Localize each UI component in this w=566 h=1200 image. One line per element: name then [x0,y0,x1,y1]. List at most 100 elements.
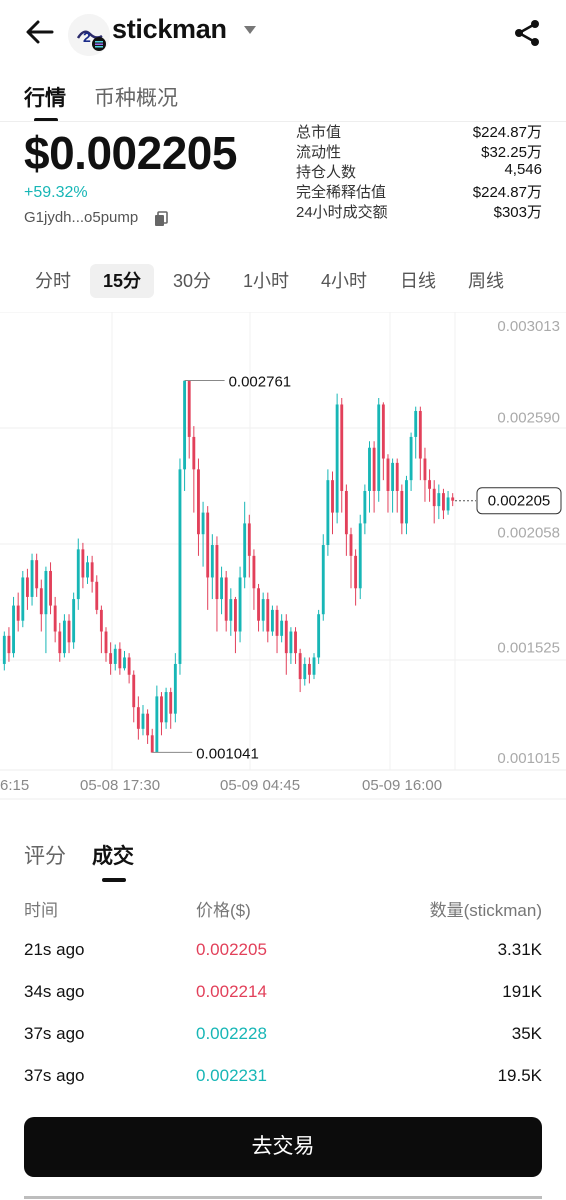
candle-body [266,599,270,632]
dropdown-caret-icon[interactable] [244,26,256,34]
candlestick-chart[interactable]: 0.003013 0.002590 0.002058 0.001525 0.001015… [0,312,566,800]
tab-trades[interactable]: 成交 [92,845,134,868]
candle-body [178,469,182,664]
candle-body [35,560,39,589]
table-row: 37s ago 0.002228 35K [24,1024,542,1066]
table-row: 37s ago 0.002231 19.5K [24,1066,542,1108]
trade-amount: 191K [502,982,542,1001]
candle-body [289,631,293,654]
candle-body [257,588,260,621]
trade-amount: 35K [511,1024,542,1043]
trade-time: 37s ago [24,1024,85,1043]
candle-body [81,549,85,578]
candle-body [446,497,450,511]
candle-body [363,490,367,524]
candle-body [146,713,150,736]
trade-time: 34s ago [24,982,85,1001]
candle-body [109,653,113,664]
candle-body [7,635,11,654]
candle-body [21,577,25,621]
tab-coin-overview[interactable]: 币种概况 [94,87,178,110]
candle-body [409,436,413,481]
header-amount: 数量(stickman) [429,901,542,920]
header-price: 价格($) [196,901,251,920]
candle-body [155,696,159,753]
trade-price: 0.002231 [196,1066,267,1085]
stat-label: 总市值 [296,124,342,141]
candle-body [173,663,177,714]
candle-body [280,620,284,636]
stat-label: 流动性 [296,144,342,161]
candle-body [183,380,187,470]
min-price-label: 0.001041 [196,745,259,762]
candle-body [141,713,145,729]
candle-body [53,605,57,632]
candle-body [192,436,196,470]
back-arrow-icon[interactable] [24,18,56,46]
candle-body [169,692,173,714]
candle-body [418,410,422,459]
trade-price: 0.002205 [196,940,267,959]
trades-header: 时间 价格($) 数量(stickman) [24,896,542,920]
candle-body [201,512,205,535]
interval-1h[interactable]: 1小时 [242,271,289,291]
stat-label: 持仓人数 [296,164,357,181]
stat-row: 持仓人数 4,546 [296,161,542,181]
stat-row: 流动性 $32.25万 [296,141,542,161]
stat-value: $303万 [493,204,542,221]
stat-value: 4,546 [504,161,542,178]
stat-row: 总市值 $224.87万 [296,121,542,141]
candle-body [442,493,445,511]
candle-body [335,404,339,513]
candle-body [118,648,122,669]
candle-body [150,735,154,753]
candle-body [395,462,399,491]
tab-rating[interactable]: 评分 [24,845,66,868]
candle-body [206,512,210,578]
price-chart[interactable]: 0.003013 0.002590 0.002058 0.001525 0.001015… [0,312,566,800]
candle-body [187,380,191,437]
candle-body [12,605,15,654]
candle-body [247,523,251,556]
candle-body [86,562,89,578]
y-tick-label: 0.001015 [497,750,560,767]
candle-body [160,696,163,723]
copy-icon[interactable] [154,211,168,227]
candle-body [284,620,288,654]
interval-daily[interactable]: 日线 [400,271,436,291]
interval-30m[interactable]: 30分 [172,271,212,291]
candle-body [423,458,427,481]
candle-body [215,545,219,600]
candle-body [414,410,418,437]
tab-market[interactable]: 行情 [24,87,66,110]
share-icon[interactable] [512,18,542,48]
interval-timeline[interactable]: 分时 [35,271,71,291]
candle-body [377,404,381,491]
candle-body [312,657,316,675]
trade-price: 0.002214 [196,982,267,1001]
candle-body [16,605,20,621]
candle-body [72,599,76,643]
candle-body [294,631,297,654]
current-price-label: 0.002205 [488,493,551,510]
interval-15m[interactable]: 15分 [90,264,154,298]
stat-label: 24小时成交额 [296,204,388,221]
stat-value: $224.87万 [472,124,542,141]
candle-body [298,653,302,680]
candle-body [104,631,108,654]
candle-body [2,635,6,664]
trade-button[interactable]: 去交易 [24,1117,542,1177]
candle-body [95,581,99,610]
contract-address: G1jydh...o5pump [24,209,139,226]
y-tick-label: 0.003013 [497,318,560,335]
candle-body [210,545,214,578]
candle-body [303,663,307,680]
token-name[interactable]: stickman [112,14,227,44]
interval-4h[interactable]: 4小时 [320,271,367,291]
candle-body [30,560,34,597]
candle-body [252,555,256,589]
candle-body [164,692,168,723]
table-row: 21s ago 0.002205 3.31K [24,940,542,982]
interval-weekly[interactable]: 周线 [468,271,504,291]
candle-body [349,534,353,556]
